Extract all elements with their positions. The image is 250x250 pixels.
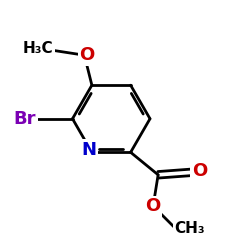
Text: O: O <box>79 46 94 64</box>
Text: H₃C: H₃C <box>23 42 54 56</box>
Text: O: O <box>192 162 207 180</box>
Text: CH₃: CH₃ <box>174 221 205 236</box>
Text: O: O <box>146 197 161 215</box>
Text: N: N <box>82 141 97 159</box>
Text: Br: Br <box>14 110 36 128</box>
